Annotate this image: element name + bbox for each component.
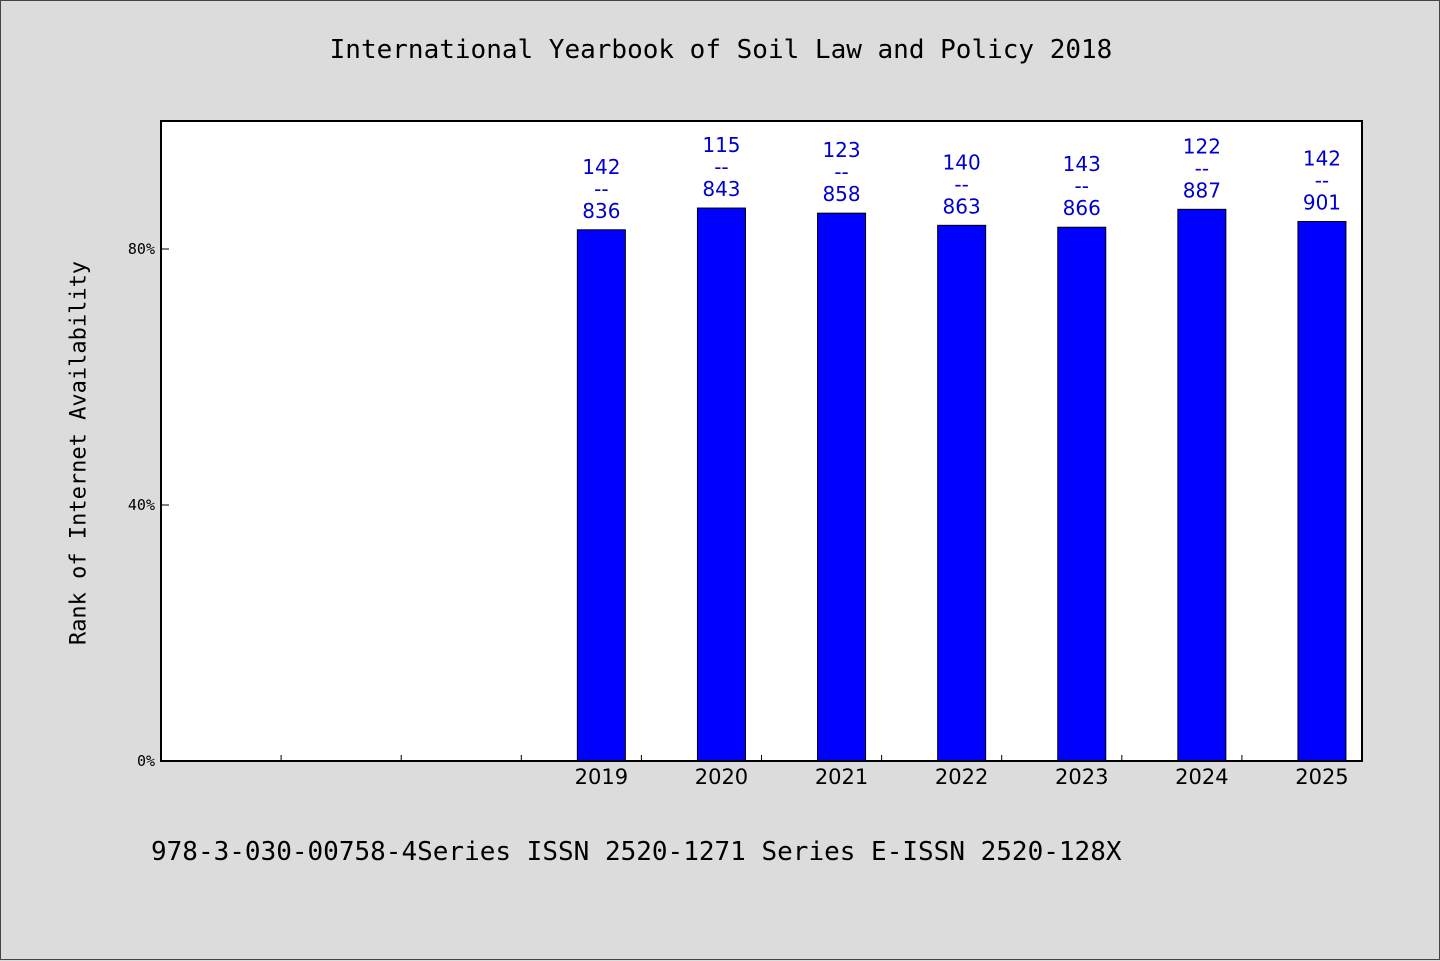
bar-label: --	[1195, 156, 1209, 180]
x-tick-label: 2025	[1295, 765, 1348, 789]
bar	[696, 207, 746, 762]
x-tick-label: 2024	[1175, 765, 1228, 789]
bar-label: --	[594, 177, 608, 201]
bar-label: --	[714, 155, 728, 179]
y-tick-label: 80%	[128, 240, 155, 258]
bar-label: 863	[943, 194, 981, 218]
bar-label: 858	[822, 182, 860, 206]
bar-label: 901	[1303, 190, 1341, 214]
bar	[1297, 220, 1347, 762]
bar-label: 115	[702, 133, 740, 157]
bar-label: --	[834, 160, 848, 184]
bar-label: 140	[943, 150, 981, 174]
bar-label: --	[1315, 168, 1329, 192]
x-tick-label: 2021	[815, 765, 868, 789]
bar-label: 123	[822, 138, 860, 162]
bar-label: 887	[1183, 178, 1221, 202]
bar-label: --	[954, 172, 968, 196]
bar-label: --	[1075, 174, 1089, 198]
bar-label: 142	[1303, 146, 1341, 170]
bar-label: 843	[702, 177, 740, 201]
x-tick-label: 2019	[575, 765, 628, 789]
footer-isbn-issn: 978-3-030-00758-4Series ISSN 2520-1271 S…	[151, 837, 1122, 867]
plot-area	[161, 121, 1362, 761]
x-tick-label: 2023	[1055, 765, 1108, 789]
bar	[1057, 226, 1107, 762]
bar	[937, 224, 987, 762]
bar-label: 836	[582, 199, 620, 223]
bar-label: 142	[582, 155, 620, 179]
chart-title: International Yearbook of Soil Law and P…	[329, 35, 1113, 65]
x-tick-label: 2022	[935, 765, 988, 789]
x-tick-label: 2020	[695, 765, 748, 789]
bar-label: 122	[1183, 134, 1221, 158]
y-tick-label: 0%	[137, 752, 155, 770]
bar-label: 143	[1063, 152, 1101, 176]
bar	[817, 212, 867, 762]
plot-border	[160, 120, 1363, 762]
bar	[576, 229, 626, 762]
y-tick-label: 40%	[128, 496, 155, 514]
bar	[1177, 208, 1227, 762]
bar-label: 866	[1063, 196, 1101, 220]
